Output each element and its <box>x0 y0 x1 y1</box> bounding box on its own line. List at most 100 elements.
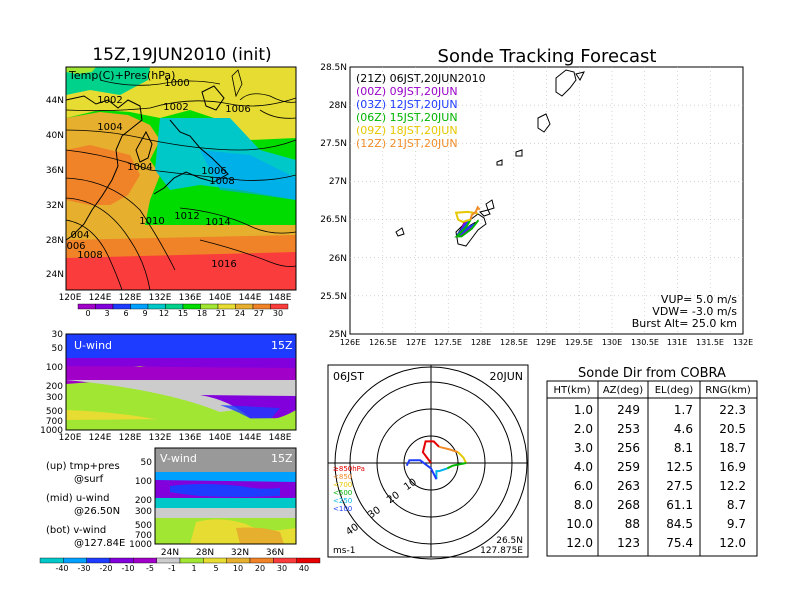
lon-tick: 124E <box>89 433 112 443</box>
pressure-tick: 200 <box>46 382 63 392</box>
lat-tick: 28N <box>196 548 214 558</box>
polar-lines <box>405 440 467 480</box>
table-cell: 1.0 <box>574 403 593 417</box>
temp-colorbar <box>77 303 289 310</box>
wind-colorbar-segment <box>39 557 64 564</box>
lat-tick: 28N <box>329 101 347 111</box>
table-cell: 2.0 <box>574 422 593 436</box>
pressure-tick: 1000 <box>40 426 63 436</box>
wind-colorbar-segment <box>156 557 181 564</box>
temp-map: 1000 1002 1002 1004 1004 1006 1006 1008 … <box>65 66 297 291</box>
isobar-label: 1006 <box>201 166 226 177</box>
wind-colorbar-segment <box>63 557 87 564</box>
table-cell: 61.1 <box>666 498 693 512</box>
lon-tick: 128.5E <box>500 338 528 347</box>
isobar-label: 1016 <box>211 259 236 270</box>
table-cell: 259 <box>617 460 640 474</box>
pressure-tick: 50 <box>52 344 64 354</box>
lon-tick: 136E <box>179 433 202 443</box>
colorbar-label: 1 <box>191 564 196 573</box>
polar-lat: 26.5N <box>496 536 523 546</box>
lon-tick: 127E <box>406 338 426 347</box>
tracking-lon-ticks: 126E 126.5E 127E 127.5E 128E 128.5E 129E… <box>340 338 753 347</box>
track-line <box>454 219 480 238</box>
v-wind-label: V-wind <box>160 452 197 465</box>
isobar-label: 1008 <box>77 250 102 261</box>
lat-tick: 32N <box>46 201 64 211</box>
colorbar-label: 18 <box>197 309 207 318</box>
polar-rings <box>328 365 528 560</box>
table-header-cell: AZ(deg) <box>603 385 643 396</box>
lon-tick: 131.5E <box>696 338 724 347</box>
table-body: 1.0 249 1.7 22.3 2.0 253 4.6 20.5 3.0 25… <box>566 403 746 550</box>
table-cell: 18.7 <box>719 441 746 455</box>
temp-map-lon-ticks: 120E 124E 128E 132E 136E 140E 144E 148E <box>59 293 292 303</box>
lon-tick: 148E <box>269 433 292 443</box>
isobar-label: 1014 <box>205 217 230 228</box>
table-cell: 12.2 <box>719 479 746 493</box>
colorbar-label: 30 <box>277 564 287 573</box>
isobar-label: 1002 <box>163 102 188 113</box>
note-sub: @127.84E <box>74 538 125 549</box>
u-wind-label: U-wind <box>74 339 112 352</box>
tracking-lines <box>454 205 481 238</box>
table-cell: 249 <box>617 403 640 417</box>
table-cell: 123 <box>617 536 640 550</box>
table-cell: 22.3 <box>719 403 746 417</box>
lon-tick: 126E <box>340 338 360 347</box>
isobar-label: 1008 <box>209 176 234 187</box>
colorbar-label: -40 <box>55 564 68 573</box>
left-title: 15Z,19JUN2010 (init) <box>92 45 271 65</box>
lon-tick: 128E <box>119 293 142 303</box>
temp-colorbar-segment <box>270 303 289 310</box>
lat-tick: 27.5N <box>320 139 347 149</box>
pressure-tick: 30 <box>52 330 64 340</box>
wind-colorbar-segment <box>203 557 227 564</box>
lon-tick: 144E <box>239 433 262 443</box>
tracking-grid <box>350 67 743 334</box>
colorbar-label: 27 <box>254 309 264 318</box>
table-cell: 20.5 <box>719 422 746 436</box>
lon-tick: 136E <box>179 293 202 303</box>
lat-tick: 28N <box>46 236 64 246</box>
lon-tick: 132E <box>149 293 172 303</box>
colorbar-label: 3 <box>104 309 109 318</box>
table-cell: 4.6 <box>674 422 693 436</box>
isobar-label: 1012 <box>174 211 199 222</box>
tracking-params: VUP= 5.0 m/s VDW= -3.0 m/s Burst Alt= 25… <box>632 293 738 330</box>
table-cell: 8.0 <box>574 498 593 512</box>
polar-date-label: 20JUN <box>489 370 523 383</box>
note-sub: @26.50N <box>74 506 120 517</box>
table-cell: 12.0 <box>566 536 593 550</box>
colorbar-label: -30 <box>77 564 90 573</box>
legend-entry: (12Z) 21JST,20JUN <box>356 137 458 150</box>
lat-tick: 25.5N <box>320 292 347 302</box>
isobar-label: 1004 <box>97 122 122 133</box>
isobar-label: 006 <box>66 241 85 252</box>
pressure-legend-entry: ≥850hPa <box>333 465 365 473</box>
table-cell: 1.7 <box>674 403 693 417</box>
lon-tick: 130.5E <box>631 338 659 347</box>
wind-colorbar <box>39 557 321 564</box>
pressure-tick: 300 <box>135 507 152 517</box>
colorbar-label: -5 <box>146 564 154 573</box>
isobar-labels: 1000 1002 1002 1004 1004 1006 1006 1008 … <box>66 78 250 270</box>
wind-colorbar-labels: -40 -30 -20 -10 -5 -1 1 5 10 20 30 40 <box>55 564 309 573</box>
pressure-tick: 700 <box>46 417 63 427</box>
pressure-legend-entry: <100 <box>333 505 352 513</box>
legend-entry: (00Z) 09JST,20JUN <box>356 85 458 98</box>
pressure-tick: 500 <box>135 521 152 531</box>
tracking-lat-ticks: 28.5N 28N 27.5N 27N 26.5N 26N 25.5N 25N <box>320 63 347 340</box>
note-head: (up) tmp+pres <box>46 461 120 472</box>
lon-tick: 124E <box>89 293 112 303</box>
isobar-label: 1004 <box>127 162 152 173</box>
colorbar-label: -10 <box>121 564 134 573</box>
colorbar-label: 24 <box>235 309 245 318</box>
hodograph-segment <box>421 440 440 464</box>
colorbar-label: 40 <box>299 564 309 573</box>
lon-tick: 130E <box>602 338 622 347</box>
lat-tick: 24N <box>46 270 64 280</box>
vdw-text: VDW= -3.0 m/s <box>652 305 737 318</box>
lon-tick: 127.5E <box>434 338 462 347</box>
